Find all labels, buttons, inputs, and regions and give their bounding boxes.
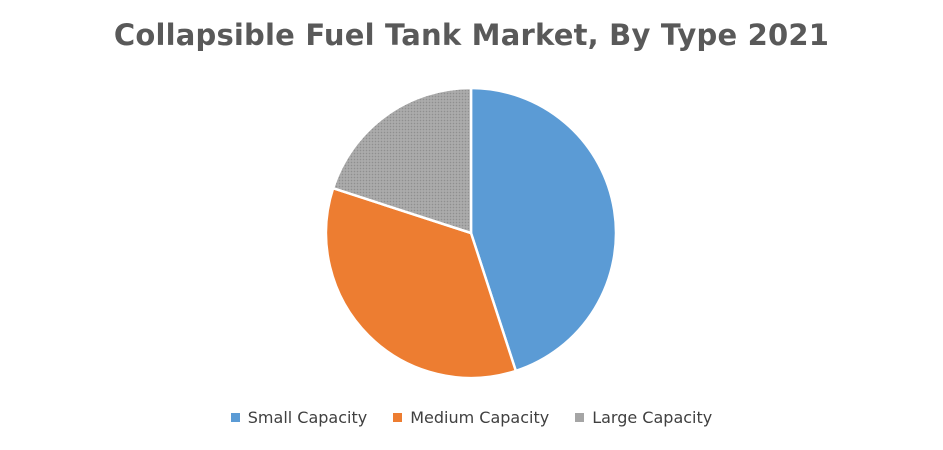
legend-swatch <box>393 413 403 422</box>
legend: Small Capacity Medium Capacity Large Capac… <box>0 408 943 427</box>
legend-label: Small Capacity <box>247 408 368 427</box>
pie-slice-large-capacity <box>331 86 473 235</box>
pie-slice-medium-capacity <box>324 186 518 380</box>
legend-swatch <box>230 413 240 422</box>
legend-item-large-capacity: Large Capacity <box>575 408 712 427</box>
pie-slice-small-capacity <box>469 86 618 373</box>
legend-label: Large Capacity <box>592 408 713 427</box>
legend-label: Medium Capacity <box>410 408 550 427</box>
chart-title: Collapsible Fuel Tank Market, By Type 20… <box>113 18 830 52</box>
legend-item-medium-capacity: Medium Capacity <box>393 408 549 427</box>
pie-slices <box>324 86 618 380</box>
legend-item-small-capacity: Small Capacity <box>230 408 368 427</box>
legend-swatch <box>575 413 585 422</box>
